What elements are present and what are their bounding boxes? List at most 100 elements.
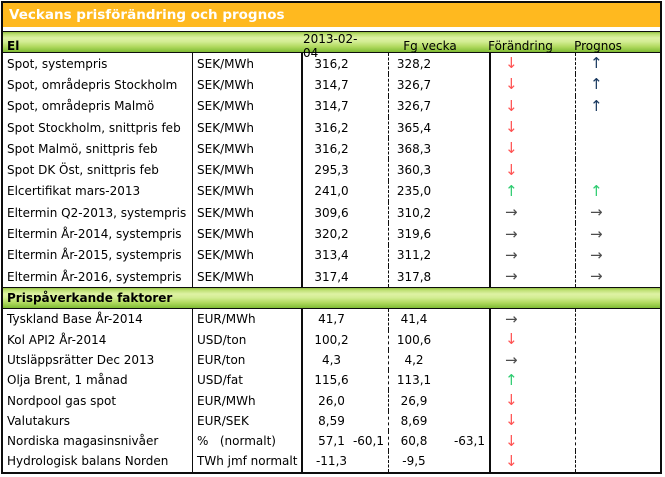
current-value-text: 57,1	[318, 434, 345, 449]
section-header-faktorer: Prispåverkande faktorer	[3, 287, 660, 310]
row-unit: SEK/MWh	[193, 265, 303, 288]
current-value-text: 316,2	[314, 141, 349, 156]
column-header-date: 2013-02-04	[303, 32, 358, 60]
arrow-right-icon: →	[505, 224, 518, 243]
previous-value-text: 113,1	[396, 373, 432, 388]
row-unit: SEK/MWh	[193, 116, 303, 139]
current-value: 313,4	[303, 244, 389, 266]
change-arrow-cell: ↓	[491, 116, 576, 139]
previous-value: 317,8	[389, 265, 491, 288]
arrow-up-dark-icon: ↑	[590, 54, 603, 73]
arrow-right-icon: →	[505, 350, 518, 369]
row-label: Utsläppsrätter Dec 2013	[3, 349, 193, 371]
current-value-secondary-text: -60,1	[352, 434, 384, 449]
change-arrow-cell: ↓	[491, 53, 576, 75]
table-row: Valutakurs EUR/SEK 8,59 8,69 ↓	[3, 410, 660, 432]
previous-value-text: 8,69	[400, 413, 428, 428]
row-unit: SEK/MWh	[193, 244, 303, 266]
report-title: Veckans prisförändring och prognos	[3, 3, 660, 27]
arrow-down-red-icon: ↓	[505, 139, 518, 158]
previous-value-text: 317,8	[396, 269, 432, 284]
section-title-el: El	[7, 39, 20, 53]
table-row: Spot, områdepris Stockholm SEK/MWh 314,7 32…	[3, 74, 660, 96]
row-unit: EUR/MWh	[193, 390, 303, 411]
current-value: 314,7	[303, 95, 389, 117]
current-value-text: 115,6	[314, 373, 349, 388]
table-row: Utsläppsrätter Dec 2013 EUR/ton 4,3 4,2 →	[3, 349, 660, 371]
forecast-arrow-cell	[576, 309, 658, 329]
previous-value: 368,3	[389, 138, 491, 160]
current-value-text: 4,3	[321, 353, 342, 367]
row-unit: SEK/MWh	[193, 95, 303, 117]
previous-value: 328,2	[389, 53, 491, 75]
table-row: Spot Stockholm, snittpris feb SEK/MWh 316,…	[3, 116, 660, 139]
arrow-down-red-icon: ↓	[505, 96, 518, 115]
forecast-arrow-cell	[576, 411, 658, 431]
previous-value-text: 326,7	[396, 99, 432, 114]
arrow-up-dark-icon: ↑	[590, 75, 603, 94]
current-value-text: 317,4	[314, 269, 349, 284]
row-label: Olja Brent, 1 månad	[3, 370, 193, 391]
change-arrow-cell: →	[491, 202, 576, 224]
row-unit: EUR/ton	[193, 349, 303, 371]
previous-value: 41,4	[389, 309, 491, 330]
row-label: Spot Stockholm, snittpris feb	[3, 116, 193, 139]
previous-value-text: -9,5	[402, 454, 426, 469]
row-label: Spot DK Öst, snittpris feb	[3, 159, 193, 181]
forecast-arrow-cell: →	[576, 266, 658, 287]
column-header-prev-week: Fg vecka	[403, 39, 457, 53]
arrow-down-red-icon: ↓	[505, 451, 518, 470]
current-value-text: 295,3	[314, 163, 349, 178]
previous-value-text: 26,9	[400, 393, 428, 408]
row-label: Eltermin År-2015, systempris	[3, 244, 193, 266]
previous-value: 310,2	[389, 202, 491, 224]
row-unit: EUR/MWh	[193, 309, 303, 330]
row-label: Nordpool gas spot	[3, 390, 193, 411]
arrow-right-icon: →	[505, 267, 518, 286]
change-arrow-cell: →	[491, 349, 576, 371]
row-unit: SEK/MWh	[193, 138, 303, 160]
previous-value-text: 328,2	[396, 56, 432, 71]
change-arrow-cell: ↓	[491, 410, 576, 432]
arrow-down-red-icon: ↓	[505, 75, 518, 94]
row-unit: % (normalt)	[193, 431, 303, 452]
forecast-arrow-cell	[576, 431, 658, 451]
forecast-arrow-cell: ↑	[576, 96, 658, 117]
forecast-arrow-cell: ↑	[576, 53, 658, 74]
current-value: 316,2	[303, 53, 389, 75]
change-arrow-cell: ↓	[491, 451, 576, 472]
row-label: Eltermin Q2-2013, systempris	[3, 202, 193, 224]
change-arrow-cell: →	[491, 244, 576, 266]
table-row: Elcertifikat mars-2013 SEK/MWh 241,0 235,0 ↑…	[3, 180, 660, 203]
table-row: Eltermin År-2016, systempris SEK/MWh 317,4…	[3, 265, 660, 288]
change-arrow-cell: ↓	[491, 329, 576, 350]
previous-value: 326,7	[389, 74, 491, 96]
previous-value-text: 311,2	[396, 248, 432, 263]
previous-value: -9,5	[389, 451, 491, 472]
change-arrow-cell: ↓	[491, 95, 576, 117]
change-arrow-cell: →	[491, 309, 576, 330]
previous-value: 4,2	[389, 349, 491, 371]
arrow-right-icon: →	[505, 203, 518, 222]
el-rows: Spot, systempris SEK/MWh 316,2 328,2 ↓ ↑ Spot,…	[3, 53, 660, 288]
row-unit: SEK/MWh	[193, 223, 303, 245]
row-unit: USD/fat	[193, 370, 303, 391]
row-label: Valutakurs	[3, 410, 193, 432]
current-value: 316,2	[303, 116, 389, 139]
current-value-text: 316,2	[314, 56, 349, 71]
change-arrow-cell: ↓	[491, 138, 576, 160]
previous-value: 235,0	[389, 180, 491, 203]
table-row: Kol API2 År-2014 USD/ton 100,2 100,6 ↓	[3, 329, 660, 350]
row-label: Spot Malmö, snittpris feb	[3, 138, 193, 160]
current-value-text: 41,7	[318, 312, 345, 327]
current-value: 41,7	[303, 309, 389, 330]
change-arrow-cell: →	[491, 265, 576, 288]
forecast-arrow-cell	[576, 370, 658, 390]
table-row: Olja Brent, 1 månad USD/fat 115,6 113,1 ↑	[3, 370, 660, 391]
current-value-text: 314,7	[314, 99, 349, 114]
previous-value-text: 365,4	[396, 120, 432, 135]
forecast-arrow-cell: →	[576, 202, 658, 223]
column-header-change: Förändring	[488, 39, 553, 53]
previous-value: 360,3	[389, 159, 491, 181]
section-header-el: El 2013-02-04 Fg vecka Förändring Progno…	[3, 31, 660, 60]
